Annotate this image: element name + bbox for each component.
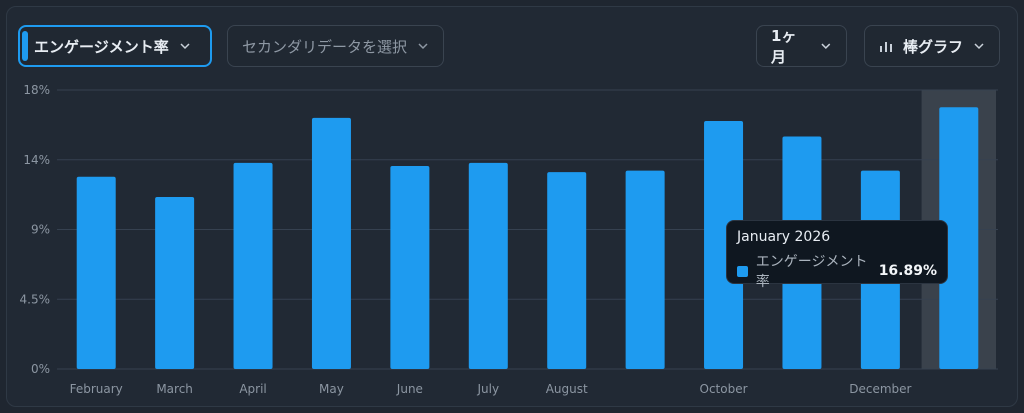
- y-tick-label: 18%: [23, 83, 50, 97]
- bar[interactable]: [547, 172, 587, 369]
- bar[interactable]: [233, 162, 273, 369]
- chevron-down-icon: [180, 43, 190, 50]
- chevron-down-icon: [418, 43, 428, 50]
- bar[interactable]: [939, 107, 979, 369]
- bar[interactable]: [311, 117, 351, 370]
- chart-tooltip: January 2026 エンゲージメント率 16.89%: [726, 220, 948, 290]
- chevron-down-icon: [974, 43, 984, 50]
- metric-accent: [22, 31, 28, 61]
- x-tick-label: August: [546, 382, 588, 396]
- x-tick-label: April: [239, 382, 266, 396]
- period-label: 1ヶ月: [771, 27, 797, 66]
- y-tick-label: 4.5%: [20, 292, 51, 306]
- metric-label: エンゲージメント率: [34, 37, 169, 56]
- x-tick-label: October: [700, 382, 748, 396]
- bar[interactable]: [390, 165, 430, 369]
- x-tick-label: June: [396, 382, 423, 396]
- x-tick-label: December: [849, 382, 911, 396]
- secondary-data-select[interactable]: セカンダリデータを選択: [227, 25, 444, 67]
- metric-select[interactable]: エンゲージメント率: [18, 25, 212, 67]
- bar[interactable]: [76, 176, 116, 369]
- bar[interactable]: [625, 170, 665, 369]
- x-tick-label: March: [156, 382, 193, 396]
- secondary-label: セカンダリデータを選択: [242, 37, 408, 56]
- bar[interactable]: [704, 121, 744, 369]
- y-tick-label: 14%: [23, 153, 50, 167]
- tooltip-series-label: エンゲージメント率: [755, 254, 868, 290]
- bar[interactable]: [468, 162, 508, 369]
- tooltip-series-swatch: [737, 265, 748, 277]
- x-tick-label: February: [70, 382, 123, 396]
- chevron-down-icon: [821, 43, 831, 49]
- x-tick-label: May: [319, 382, 344, 396]
- bar-chart-icon: [880, 42, 892, 52]
- y-tick-label: 9%: [31, 223, 50, 237]
- period-select[interactable]: 1ヶ月: [756, 25, 847, 67]
- tooltip-title: January 2026: [737, 229, 831, 245]
- x-tick-label: July: [476, 382, 499, 396]
- chart-type-select[interactable]: 棒グラフ: [864, 25, 1000, 67]
- tooltip-value: 16.89%: [878, 263, 937, 279]
- bar[interactable]: [155, 196, 195, 369]
- y-tick-label: 0%: [31, 362, 50, 376]
- chart-type-label: 棒グラフ: [903, 37, 964, 56]
